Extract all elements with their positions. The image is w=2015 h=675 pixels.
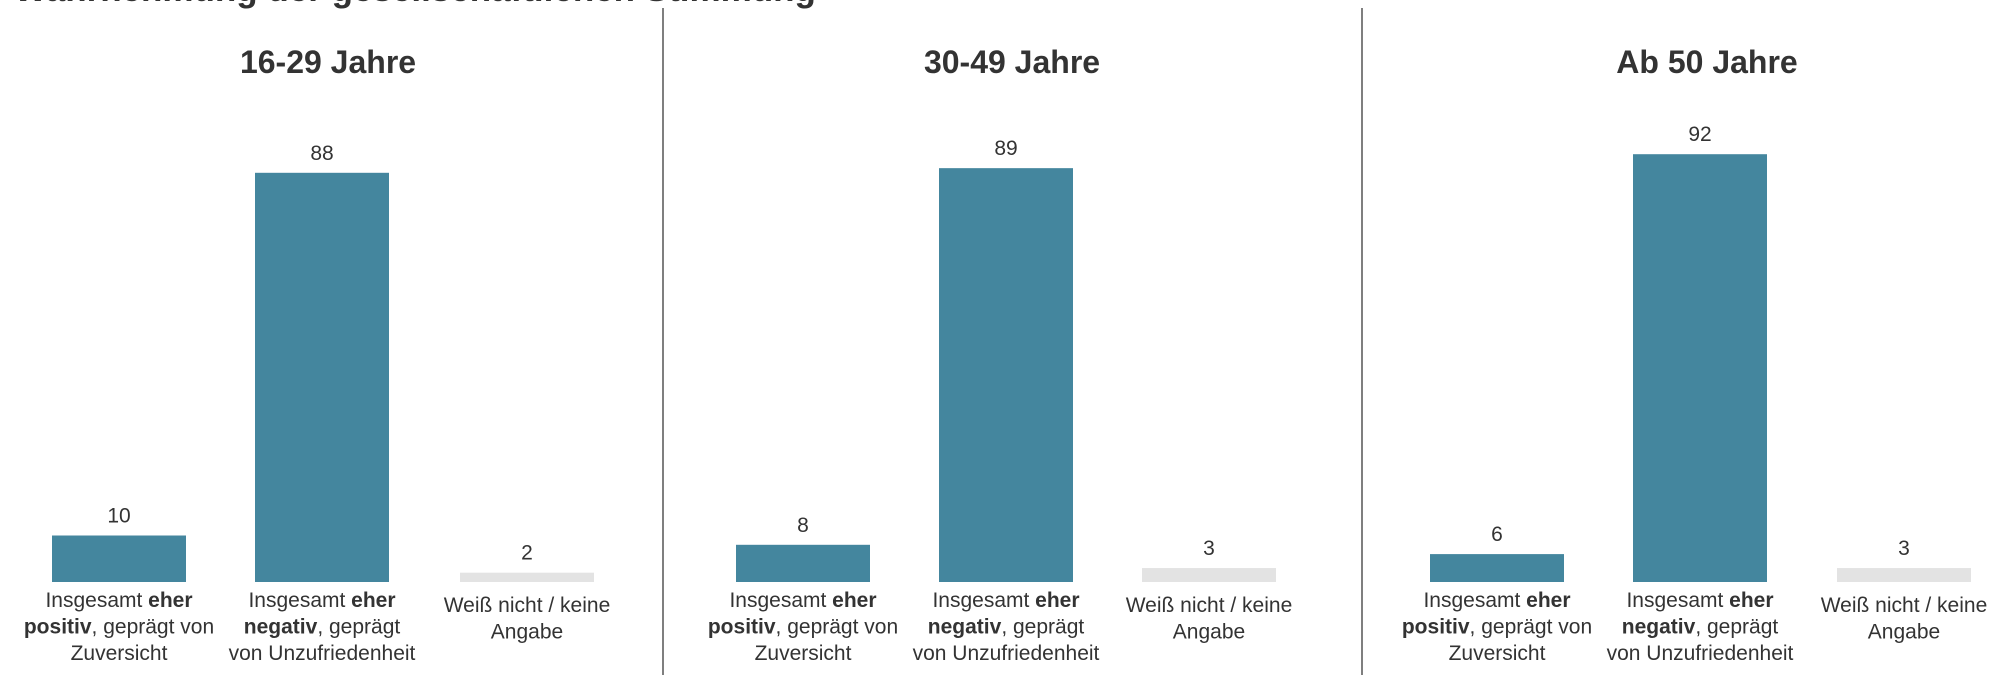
data-label: 10 — [107, 505, 130, 528]
data-label: 3 — [1203, 537, 1215, 560]
data-label: 8 — [797, 514, 809, 537]
panel-title: Ab 50 Jahre — [1616, 44, 1797, 80]
main-title: Wahrnehmung der gesellschaftlichen Stimm… — [14, 0, 816, 10]
bar — [255, 172, 389, 583]
bar — [1633, 154, 1767, 582]
data-label: 6 — [1491, 523, 1503, 546]
category-label: Insgesamt eher negativ, geprägt von Unzufr… — [913, 589, 1100, 665]
category-label: Insgesamt eher positiv, geprägt von Zuvers… — [708, 589, 898, 665]
bar — [1142, 568, 1276, 582]
category-label: Weiß nicht / keine Angabe — [1821, 594, 1988, 644]
chart-panel: 30-49 Jahre 8 Insgesamt eher positiv, geprä… — [708, 44, 1292, 665]
data-label: 88 — [310, 142, 333, 165]
bar — [460, 572, 594, 582]
bar — [1430, 554, 1564, 582]
category-label: Insgesamt eher positiv, geprägt von Zuvers… — [1402, 589, 1592, 665]
category-label: Weiß nicht / keine Angabe — [1126, 594, 1293, 644]
category-label: Insgesamt eher positiv, geprägt von Zuvers… — [24, 589, 214, 665]
chart-panel: 16-29 Jahre 10 Insgesamt eher positiv, gepr… — [24, 44, 610, 665]
category-label: Insgesamt eher negativ, geprägt von Unzufr… — [229, 589, 416, 665]
data-label: 2 — [521, 542, 533, 565]
bar — [939, 168, 1073, 582]
data-label: 89 — [994, 137, 1017, 160]
panel-title: 30-49 Jahre — [924, 44, 1100, 80]
bar — [1837, 568, 1971, 582]
category-label: Insgesamt eher negativ, geprägt von Unzufr… — [1607, 589, 1794, 665]
data-label: 92 — [1688, 123, 1711, 146]
bar — [736, 544, 870, 582]
data-label: 3 — [1898, 537, 1910, 560]
chart-panel: Ab 50 Jahre 6 Insgesamt eher positiv, geprä… — [1402, 44, 1987, 665]
bar — [52, 535, 186, 582]
panel-title: 16-29 Jahre — [240, 44, 416, 80]
category-label: Weiß nicht / keine Angabe — [444, 594, 611, 644]
